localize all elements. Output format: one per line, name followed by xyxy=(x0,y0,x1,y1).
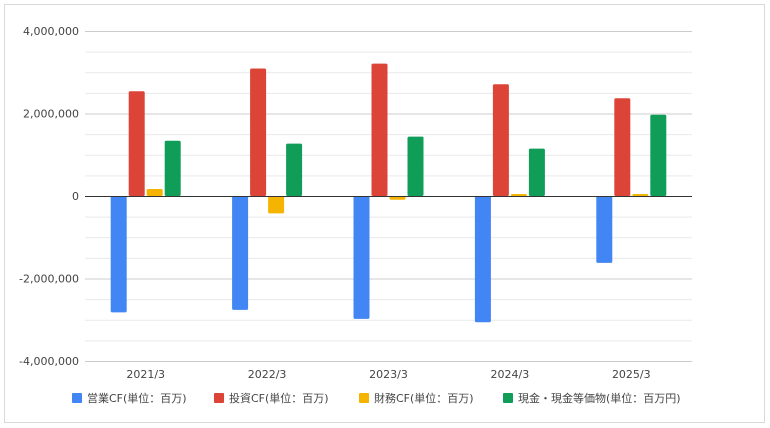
x-tick-label: 2024/3 xyxy=(491,368,530,381)
bar xyxy=(510,193,527,196)
bar xyxy=(492,84,509,196)
legend-swatch xyxy=(72,393,82,403)
bar xyxy=(146,188,163,196)
y-tick-label: 0 xyxy=(72,190,79,203)
bar xyxy=(164,140,181,196)
bar xyxy=(110,196,127,313)
bar xyxy=(407,136,424,196)
bars xyxy=(110,63,667,323)
y-tick-label: -2,000,000 xyxy=(19,273,79,286)
bar xyxy=(286,143,303,196)
bar xyxy=(250,68,267,196)
bar xyxy=(614,98,631,196)
bar xyxy=(371,63,388,197)
y-tick-label: 2,000,000 xyxy=(23,108,79,121)
legend-label: 営業CF(単位：百万) xyxy=(87,391,187,405)
bar xyxy=(528,148,545,196)
y-tick-label: -4,000,000 xyxy=(19,355,79,368)
y-tick-label: 4,000,000 xyxy=(23,25,79,38)
bar xyxy=(632,193,649,196)
bar xyxy=(268,196,285,214)
bar xyxy=(232,196,249,310)
legend-swatch xyxy=(503,393,513,403)
x-tick-label: 2022/3 xyxy=(248,368,287,381)
legend-label: 投資CF(単位：百万) xyxy=(229,391,329,405)
bar xyxy=(353,196,370,319)
y-axis: 4,000,000 2,000,000 0 -2,000,000 -4,000,000 xyxy=(19,25,79,368)
x-tick-label: 2025/3 xyxy=(612,368,651,381)
x-tick-label: 2023/3 xyxy=(369,368,408,381)
legend: 営業CF(単位：百万) 投資CF(単位：百万) 財務CF(単位：百万) 現金・現金等価… xyxy=(72,391,681,405)
bar xyxy=(596,196,613,263)
bar xyxy=(650,114,667,196)
bar xyxy=(128,91,145,196)
legend-label: 財務CF(単位：百万) xyxy=(374,391,474,405)
x-tick-label: 2021/3 xyxy=(126,368,165,381)
legend-swatch xyxy=(359,393,369,403)
legend-swatch xyxy=(214,393,224,403)
bar xyxy=(474,196,491,323)
x-axis: 2021/3 2022/3 2023/3 2024/3 2025/3 xyxy=(85,361,692,381)
legend-label: 現金・現金等価物(単位：百万円) xyxy=(518,391,681,405)
